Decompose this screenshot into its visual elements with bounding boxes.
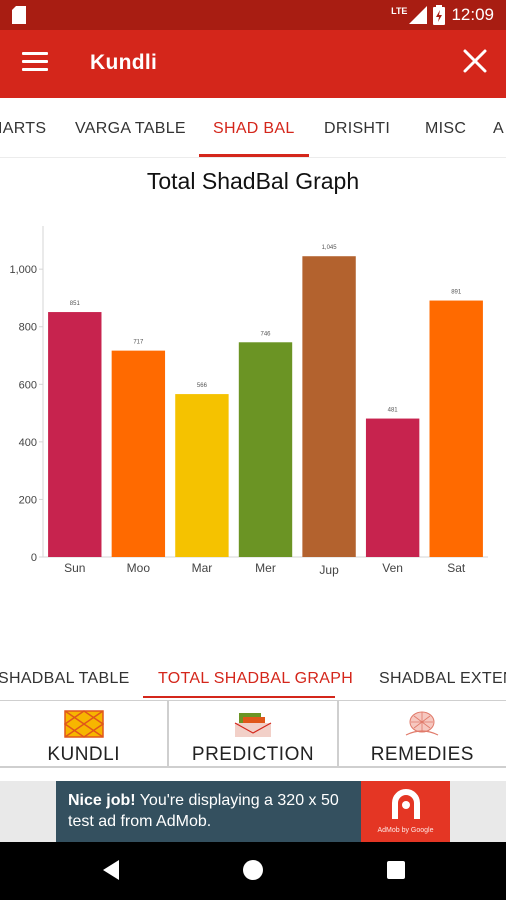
x-tick-label: Sun <box>64 561 85 575</box>
recents-icon[interactable] <box>387 861 405 879</box>
kundli-label: KUNDLI <box>47 744 120 765</box>
admob-icon <box>391 789 420 819</box>
top-tab-bar: IARTS VARGA TABLE SHAD BAL DRISHTI MISC … <box>0 98 506 158</box>
data-label: 717 <box>133 340 144 346</box>
app-toolbar: Kundli <box>0 30 506 98</box>
y-tick-label: 600 <box>19 379 37 391</box>
signal-icon <box>409 6 428 24</box>
remedies-icon <box>406 711 439 736</box>
ad-headline: Nice job! <box>68 792 136 809</box>
admob-logo-text: AdMob by Google <box>377 827 434 834</box>
admob-banner[interactable]: Nice job! You're displaying a 320 x 50 t… <box>56 781 450 842</box>
tab-drishti[interactable]: DRISHTI <box>324 120 391 137</box>
data-label: 1,045 <box>322 245 338 251</box>
tab-overflow[interactable]: A <box>493 120 504 137</box>
ad-text: Nice job! You're displaying a 320 x 50 t… <box>68 790 358 832</box>
active-tab-indicator <box>199 154 309 157</box>
bar <box>302 256 356 557</box>
data-label: 891 <box>451 290 462 296</box>
prediction-label: PREDICTION <box>191 744 315 765</box>
x-tick-label: Jup <box>319 563 339 577</box>
y-tick-label: 0 <box>31 552 37 564</box>
x-tick-label: Mer <box>255 561 276 575</box>
data-label: 746 <box>260 331 271 337</box>
bar <box>238 342 293 557</box>
close-icon[interactable] <box>462 48 488 74</box>
bar <box>175 394 229 557</box>
tab-shadbal-table[interactable]: SHADBAL TABLE <box>0 670 130 687</box>
data-label: 481 <box>388 408 399 414</box>
prediction-icon <box>234 713 272 737</box>
x-tick-label: Sat <box>447 561 466 575</box>
bar <box>111 350 166 557</box>
x-tick-label: Mar <box>192 561 213 575</box>
chart-svg: 0 200 400 600 800 1,000 851 Sun 717 Moo 566 Mar 746 M… <box>9 226 488 577</box>
status-icons: LTE 12:09 <box>391 5 494 25</box>
kundli-button[interactable]: KUNDLI <box>0 701 170 766</box>
page-title: Kundli <box>90 51 158 74</box>
remedies-label: REMEDIES <box>370 744 474 765</box>
active-bottom-tab-indicator <box>143 696 335 698</box>
tab-charts[interactable]: IARTS <box>0 120 47 137</box>
sd-card-icon <box>12 6 26 24</box>
tab-shad-bal[interactable]: SHAD BAL <box>213 120 295 137</box>
admob-logo: AdMob by Google <box>361 781 450 842</box>
remedies-button[interactable]: REMEDIES <box>339 701 506 766</box>
home-icon[interactable] <box>242 859 264 881</box>
shadbal-bar-chart: 0 200 400 600 800 1,000 851 Sun 717 Moo 566 Mar 746 M… <box>0 205 506 585</box>
bar <box>429 300 483 557</box>
y-tick-label: 400 <box>19 437 37 449</box>
bar <box>365 418 420 557</box>
bottom-tab-bar: SHADBAL TABLE TOTAL SHADBAL GRAPH SHADBA… <box>0 662 506 700</box>
tab-total-shadbal-graph[interactable]: TOTAL SHADBAL GRAPH <box>158 670 354 687</box>
back-icon[interactable] <box>101 859 121 881</box>
feature-row: KUNDLI PREDICTION REMEDIES <box>0 700 506 768</box>
tab-varga-table[interactable]: VARGA TABLE <box>75 120 186 137</box>
y-tick-label: 200 <box>19 494 37 506</box>
chart-title: Total ShadBal Graph <box>146 168 360 194</box>
status-bar: LTE 12:09 <box>0 0 506 30</box>
data-label: 851 <box>70 301 81 307</box>
x-tick-label: Moo <box>127 561 151 575</box>
bar <box>48 312 102 557</box>
system-nav-bar <box>0 842 506 900</box>
clock: 12:09 <box>451 5 494 24</box>
tab-misc[interactable]: MISC <box>425 120 467 137</box>
data-label: 566 <box>197 383 208 389</box>
tab-shadbal-extended[interactable]: SHADBAL EXTEN <box>379 670 506 687</box>
x-tick-label: Ven <box>382 561 403 575</box>
y-tick-label: 800 <box>19 322 37 334</box>
prediction-button[interactable]: PREDICTION <box>169 701 339 766</box>
y-tick-label: 1,000 <box>9 264 37 276</box>
battery-icon <box>433 5 446 25</box>
network-label: LTE <box>391 6 408 16</box>
hamburger-menu-icon[interactable] <box>22 52 48 74</box>
kundli-chart-icon <box>63 710 104 738</box>
ad-body: You're displaying a 320 x 50 test ad fro… <box>68 792 339 830</box>
